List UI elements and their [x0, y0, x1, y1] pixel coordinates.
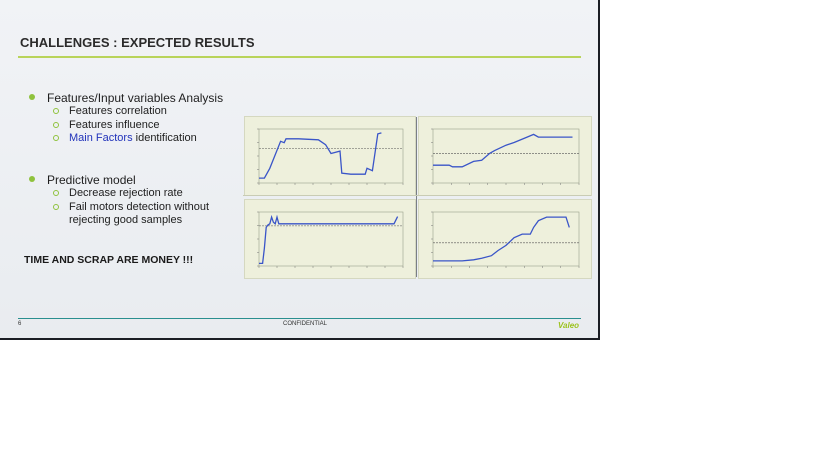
bullet-heading: Predictive model [47, 173, 136, 187]
chart-panel-top-left [244, 116, 416, 196]
bullet-predictive-model: Predictive model [29, 173, 136, 187]
callout-text: TIME AND SCRAP ARE MONEY !!! [24, 254, 194, 266]
series-line [259, 132, 382, 179]
sub-item-text: Decrease rejection rate [69, 187, 183, 199]
sub-item-text: rejecting good samples [69, 214, 183, 226]
chart-panel-bottom-left [244, 199, 416, 279]
series-line [433, 216, 570, 262]
sub-item-continuation: rejecting good samples [69, 214, 182, 226]
bullet-dot-icon [29, 176, 35, 182]
sub-item-main-factors: Main Factors identification [53, 132, 197, 144]
sub-bullet-ring-icon [53, 190, 59, 196]
bullet-heading: Features/Input variables Analysis [47, 91, 224, 105]
bullet-dot-icon [29, 94, 35, 100]
confidential-label: CONFIDENTIAL [283, 321, 328, 327]
title-divider [18, 56, 581, 58]
plot-frame [258, 211, 404, 267]
sub-bullet-ring-icon [53, 108, 59, 114]
plot-frame [258, 128, 404, 184]
chart-panel-bottom-right [418, 199, 592, 279]
sub-bullet-ring-icon [53, 204, 59, 210]
line-chart-top-right [431, 128, 580, 185]
sub-item-influence: Features influence [53, 119, 160, 131]
sub-bullet-ring-icon [53, 122, 59, 128]
sub-item-fail-detection: Fail motors detection without [53, 201, 210, 213]
sub-item-text: identification [132, 132, 197, 144]
page-number: 6 [18, 321, 22, 327]
line-chart-bottom-right [431, 211, 580, 268]
bullet-features-analysis: Features/Input variables Analysis [29, 91, 224, 105]
line-chart-bottom-left [257, 211, 404, 268]
sub-item-rejection-rate: Decrease rejection rate [53, 187, 183, 199]
slide: CHALLENGES : EXPECTED RESULTS Features/I… [0, 0, 600, 340]
sub-item-accent: Main Factors [69, 132, 133, 144]
series-line [433, 133, 573, 168]
chart-horizontal-divider [243, 195, 591, 196]
sub-item-correlation: Features correlation [53, 105, 167, 117]
series-line [259, 214, 399, 265]
chart-vertical-divider [416, 117, 417, 277]
valeo-logo: Valeo [558, 321, 580, 330]
line-chart-top-left [257, 128, 404, 185]
sub-item-text: Fail motors detection without [69, 201, 210, 213]
footer-divider [18, 318, 581, 319]
sub-bullet-ring-icon [53, 135, 59, 141]
sub-item-text: Features influence [69, 119, 160, 131]
plot-frame [432, 211, 580, 267]
chart-panel-top-right [418, 116, 592, 196]
sub-item-text: Features correlation [69, 105, 167, 117]
slide-title: CHALLENGES : EXPECTED RESULTS [20, 35, 255, 50]
